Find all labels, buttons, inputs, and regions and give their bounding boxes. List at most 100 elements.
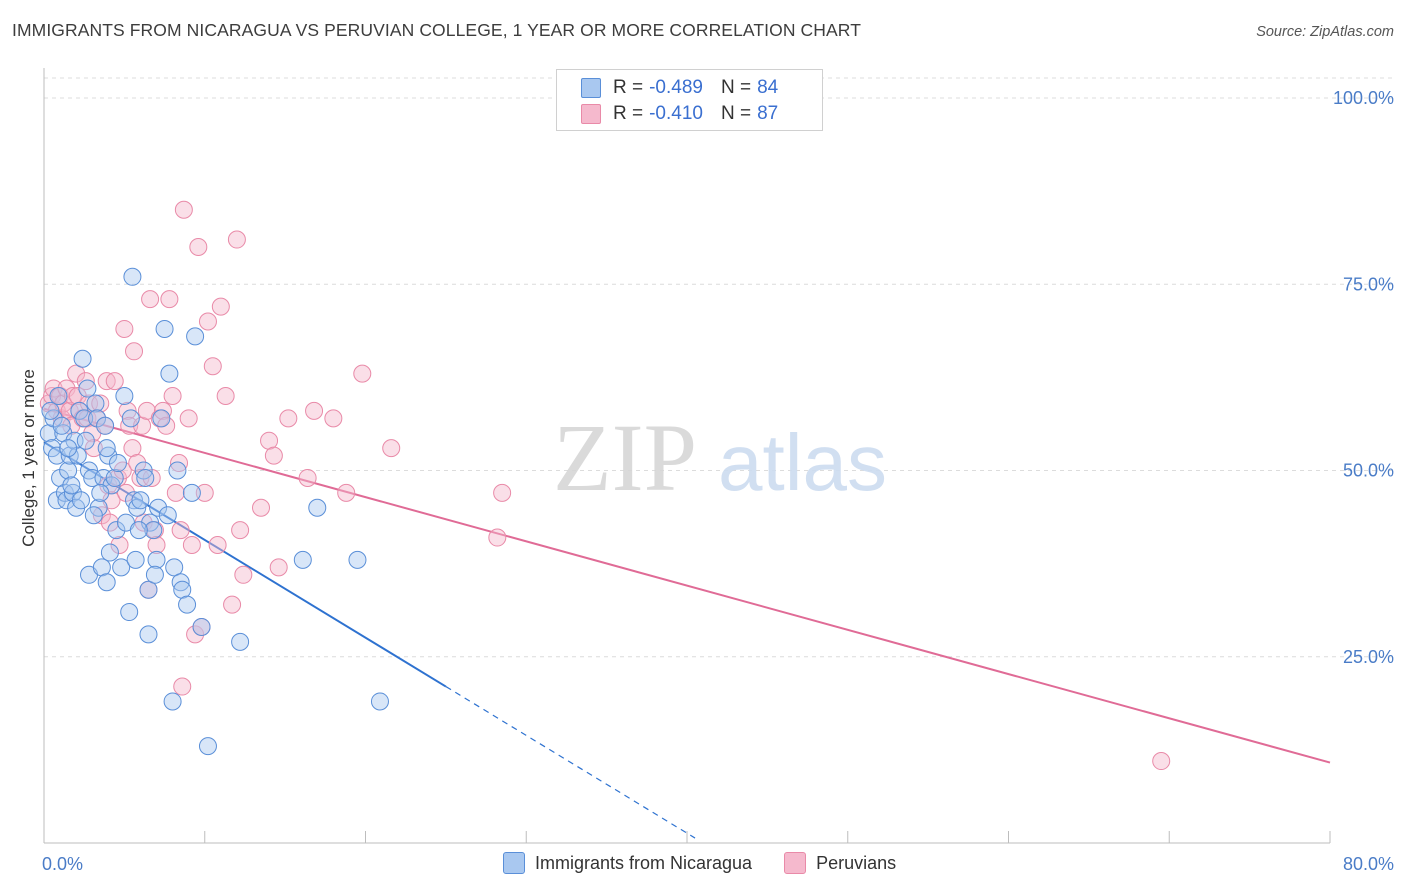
point-peruvians [147, 536, 166, 554]
point-nicaragua [120, 603, 139, 622]
point-nicaragua [107, 521, 126, 540]
point-nicaragua [144, 521, 163, 540]
point-nicaragua [73, 349, 92, 368]
point-peruvians [298, 468, 317, 487]
point-nicaragua [121, 409, 140, 428]
point-nicaragua [97, 439, 116, 458]
point-nicaragua [78, 379, 97, 398]
point-nicaragua [171, 573, 190, 592]
point-peruvians [231, 521, 250, 540]
point-nicaragua [158, 506, 177, 525]
legend-swatch-blue [503, 852, 525, 874]
legend-swatch-pink [784, 852, 807, 874]
point-nicaragua [145, 565, 164, 584]
point-peruvians [382, 439, 401, 458]
point-nicaragua [71, 491, 90, 510]
point-peruvians [115, 319, 134, 338]
watermark: ZIP atlas [553, 404, 887, 511]
point-peruvians [67, 364, 86, 383]
point-nicaragua [163, 692, 182, 711]
point-nicaragua [139, 625, 158, 644]
point-peruvians [163, 387, 182, 405]
point-peruvians [211, 297, 230, 316]
legend-label-peruvians: Peruvians [816, 852, 897, 873]
point-peruvians [166, 483, 185, 502]
point-nicaragua [96, 416, 115, 435]
point-nicaragua [152, 409, 171, 428]
point-nicaragua [91, 483, 110, 502]
point-nicaragua [293, 550, 312, 569]
series-nicaragua [39, 267, 389, 756]
point-peruvians [493, 483, 512, 502]
point-nicaragua [52, 416, 71, 435]
axes: 25.0% 50.0% 75.0% 100.0% [43, 68, 1394, 844]
legend-r-label: R = [613, 77, 644, 98]
y-tick-label: 50.0% [1343, 461, 1394, 481]
point-nicaragua [136, 468, 155, 487]
point-nicaragua [99, 446, 118, 465]
x-tick-label-min: 0.0% [42, 854, 83, 874]
watermark-zip: ZIP [553, 404, 697, 511]
point-nicaragua [129, 521, 148, 540]
point-peruvians [100, 513, 119, 532]
point-peruvians [141, 290, 160, 309]
point-nicaragua [59, 439, 78, 458]
point-nicaragua [49, 387, 68, 405]
point-nicaragua [84, 506, 103, 525]
trend-line-peruvians [43, 407, 1331, 764]
point-nicaragua [186, 327, 205, 346]
point-peruvians [203, 357, 222, 376]
point-peruvians [174, 200, 193, 219]
point-nicaragua [68, 446, 87, 465]
chart-title: IMMIGRANTS FROM NICARAGUA VS PERUVIAN CO… [12, 20, 862, 40]
point-nicaragua [147, 550, 166, 569]
point-nicaragua [198, 737, 217, 756]
legend-item-nicaragua[interactable]: Immigrants from Nicaragua [503, 852, 752, 874]
legend-row-nicaragua: R = -0.489 N = 84 [581, 76, 778, 100]
point-nicaragua [47, 446, 66, 465]
point-nicaragua [86, 394, 105, 413]
point-peruvians [171, 521, 190, 540]
point-peruvians [173, 677, 192, 696]
point-peruvians [198, 312, 217, 331]
point-nicaragua [112, 558, 131, 577]
point-nicaragua [192, 617, 211, 636]
legend-n-label: N = [720, 77, 752, 98]
y-tick-label: 25.0% [1343, 647, 1394, 667]
point-peruvians [252, 498, 271, 517]
legend-swatch-blue [581, 78, 601, 98]
point-nicaragua [348, 550, 367, 569]
point-peruvians [179, 409, 198, 428]
point-peruvians [264, 446, 283, 465]
point-peruvians [186, 625, 205, 644]
point-peruvians [260, 431, 279, 450]
watermark-atlas: atlas [718, 418, 887, 507]
point-peruvians [120, 416, 139, 435]
point-peruvians [305, 401, 324, 420]
point-peruvians [189, 238, 208, 256]
point-peruvians [63, 387, 82, 405]
y-tick-label: 75.0% [1343, 274, 1394, 294]
point-nicaragua [115, 387, 134, 405]
point-peruvians [279, 409, 298, 428]
point-peruvians [153, 401, 172, 420]
point-peruvians [216, 387, 235, 405]
point-nicaragua [100, 543, 119, 562]
point-peruvians [105, 372, 124, 391]
point-peruvians [182, 536, 201, 554]
point-nicaragua [59, 461, 78, 480]
legend-item-peruvians[interactable]: Peruvians [784, 852, 896, 874]
legend-n-value: 84 [757, 77, 779, 98]
point-peruvians [195, 483, 214, 502]
legend-label-nicaragua: Immigrants from Nicaragua [535, 852, 753, 873]
legend-r-label: R = [613, 103, 644, 124]
y-axis-label: College, 1 year or more [19, 369, 38, 547]
point-peruvians [208, 536, 227, 554]
point-peruvians [223, 595, 242, 614]
point-nicaragua [308, 498, 327, 517]
point-nicaragua [370, 692, 389, 711]
point-nicaragua [231, 632, 250, 651]
point-nicaragua [62, 476, 81, 495]
legend-row-peruvians: R = -0.410 N = 87 [581, 102, 778, 126]
